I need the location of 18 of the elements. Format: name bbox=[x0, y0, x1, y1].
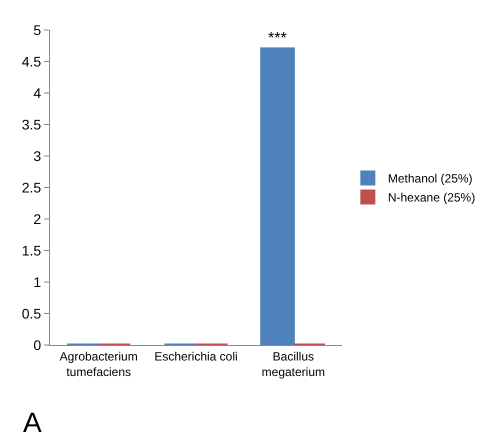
y-tick-label: 1.5 bbox=[22, 242, 42, 258]
x-tick-label: Escherichia coli bbox=[154, 349, 238, 364]
text: A bbox=[23, 407, 42, 435]
x-tick-label: Agrobacterium tumefaciens bbox=[60, 349, 138, 379]
legend-label: N-hexane (25%) bbox=[388, 190, 476, 205]
y-tick-label: 2.5 bbox=[22, 179, 42, 196]
y-tick-label: 1 bbox=[33, 274, 42, 290]
y-tick-label: 0 bbox=[33, 336, 42, 353]
y-tick-label: 5 bbox=[33, 22, 42, 38]
y-tick-label: 2 bbox=[33, 210, 42, 227]
y-tick-label: 4.5 bbox=[22, 53, 42, 70]
x-tick-label: Bacillus megaterium bbox=[262, 349, 326, 379]
annotation: *** bbox=[268, 30, 287, 47]
y-tick-label: 0.5 bbox=[22, 305, 42, 322]
y-tick-label: 4 bbox=[33, 84, 42, 101]
y-tick-label: 3.5 bbox=[22, 116, 42, 132]
legend-label: Methanol (25%) bbox=[388, 172, 473, 186]
y-tick-label: 3 bbox=[33, 148, 42, 164]
